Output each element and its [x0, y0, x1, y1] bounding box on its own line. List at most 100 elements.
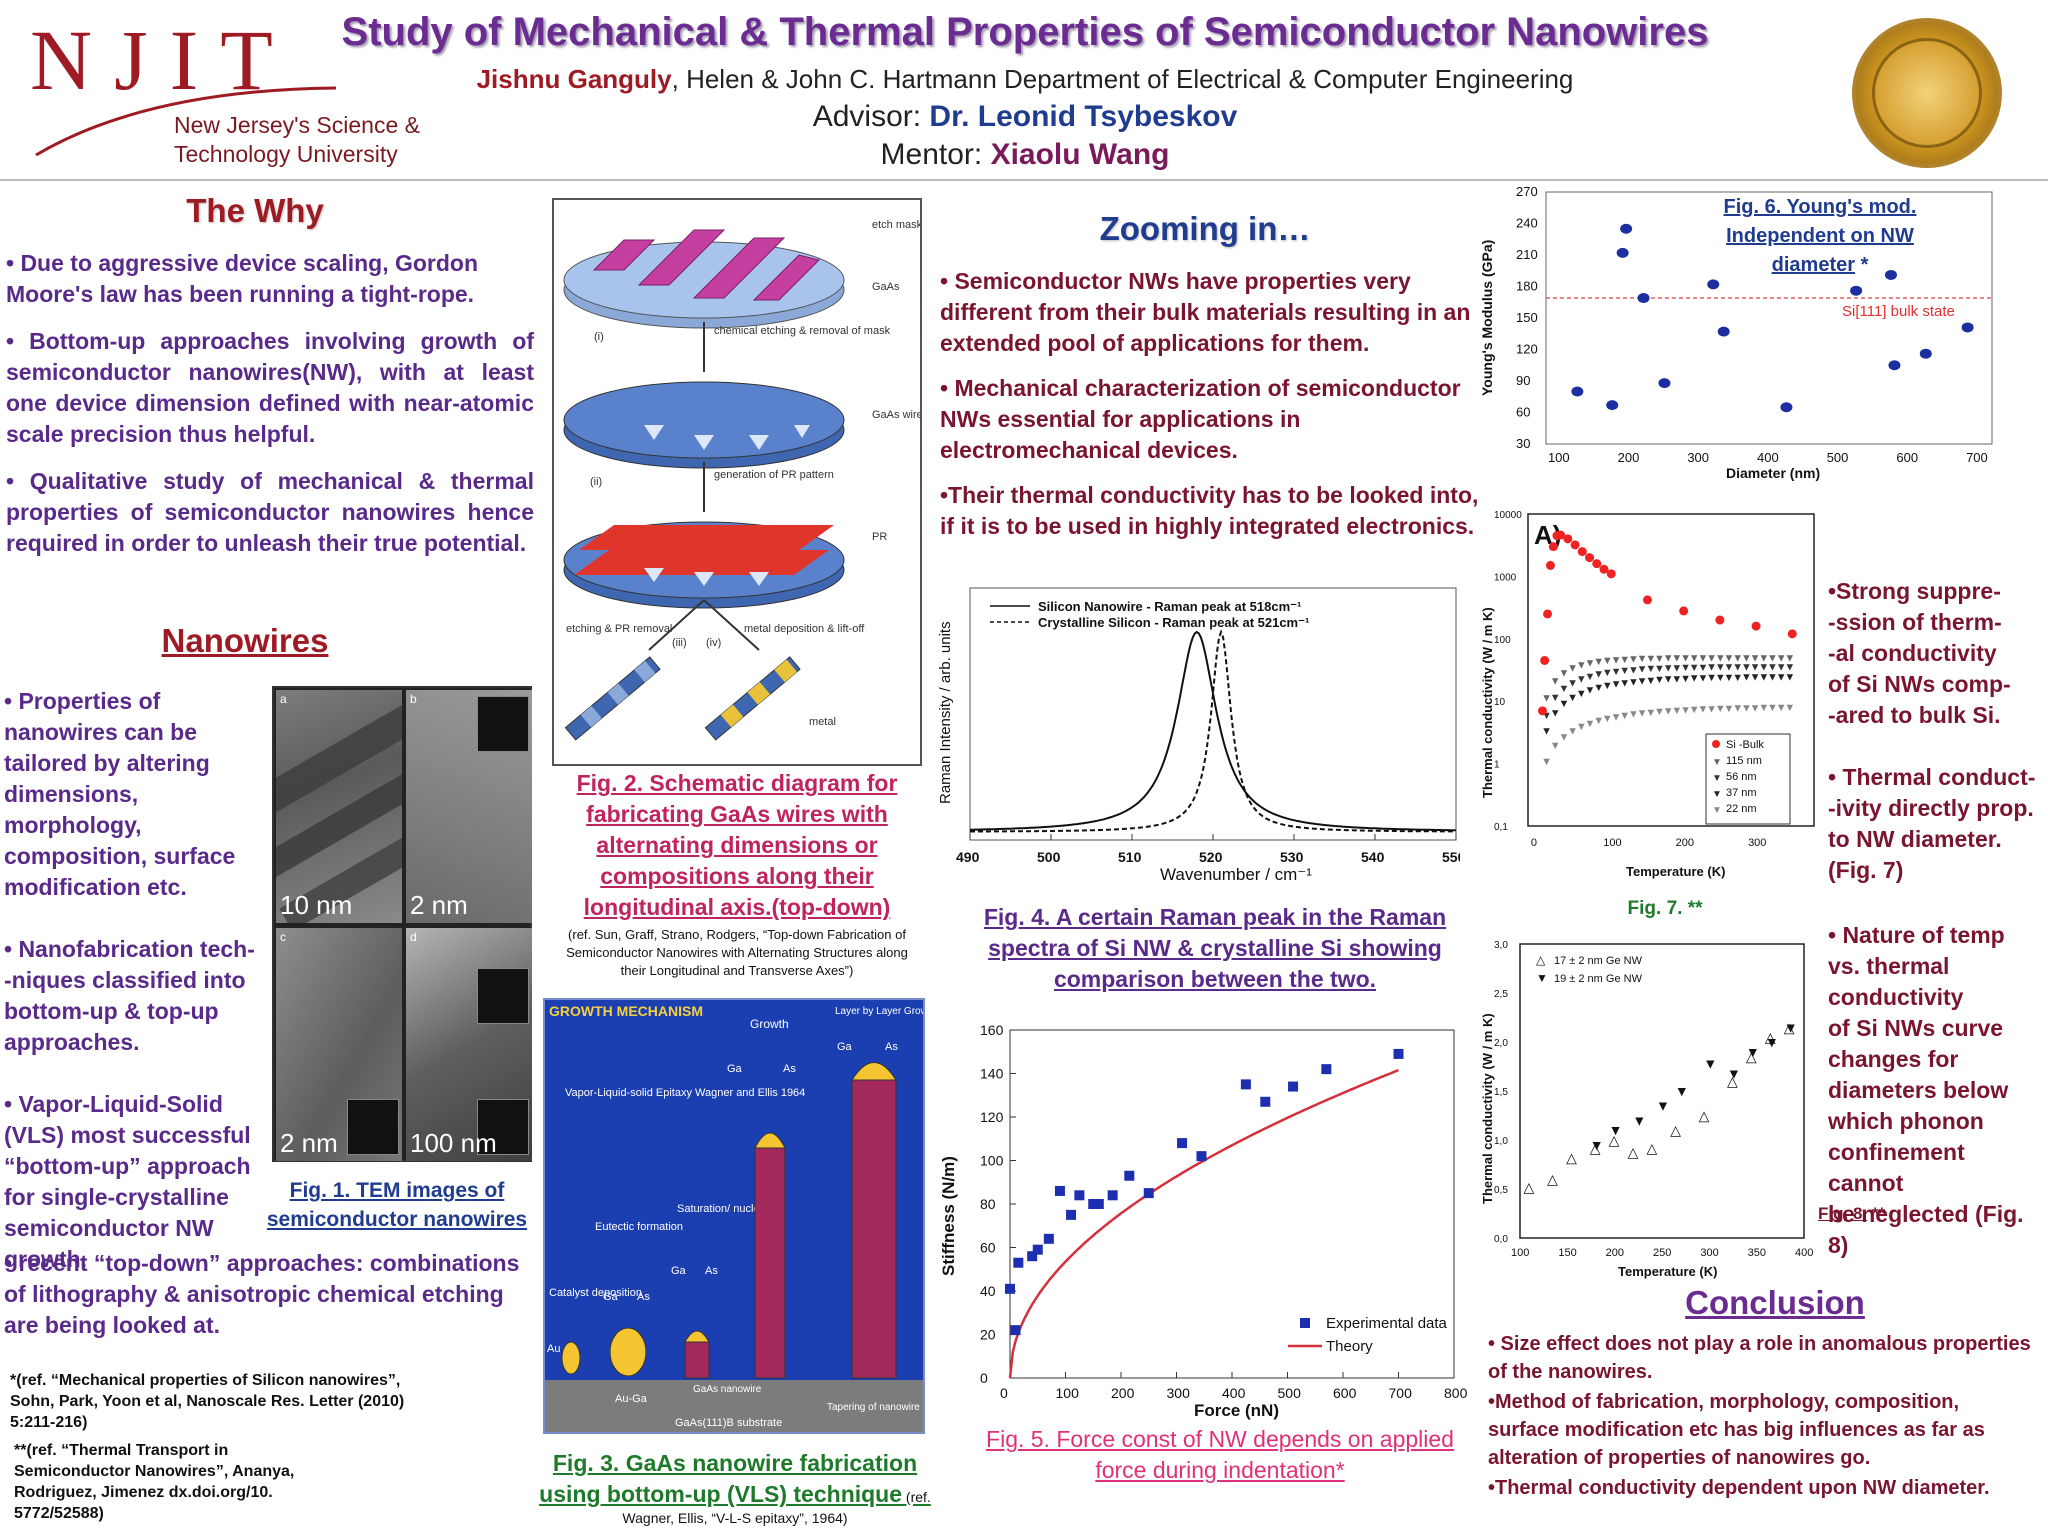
fig8-data-point: △: [1670, 1122, 1681, 1138]
fig8-data-point: △: [1699, 1108, 1710, 1124]
stiffness-force-chart: 0 100 200 300 400 500 600 700 800 0 20 40 60 80 100 120…: [939, 1022, 1468, 1420]
fig6-data-point: [1707, 279, 1720, 290]
fig8-data-point: ▼: [1609, 1122, 1623, 1138]
fig7-text: •Strong suppre- -ssion of therm- -al con…: [1828, 578, 2036, 883]
tem-label: d: [410, 930, 417, 944]
zoom-list: • Semiconductor NWs have properties very…: [940, 266, 1488, 556]
author-line: Jishnu Ganguly, Helen & John C. Hartmann…: [300, 64, 1750, 95]
fig7-nw-point: ▼: [1758, 661, 1769, 673]
fig4-series-line: [970, 630, 1457, 832]
fig7-nw-point: ▼: [1550, 740, 1561, 752]
fig7-nw-point: ▼: [1741, 661, 1752, 673]
author-name: Jishnu Ganguly: [476, 64, 672, 94]
fig7-nw-point: ▼: [1697, 653, 1708, 665]
fig7-nw-point: ▼: [1715, 672, 1726, 684]
fig7-nw-point: ▼: [1724, 652, 1735, 664]
label-step-i-num: (i): [594, 331, 604, 343]
fig7-x-tick-label: 100: [1603, 837, 1621, 849]
fig5-y-tick-label: 40: [980, 1283, 996, 1299]
fig7-nw-point: ▼: [1697, 672, 1708, 684]
fig6-y-tick-label: 270: [1516, 186, 1538, 199]
fig4-frame: [969, 587, 1457, 841]
fig7-x-tick-label: 300: [1748, 837, 1766, 849]
fig4-legend-2: Crystalline Silicon - Raman peak at 521c…: [1038, 615, 1309, 630]
fig8-y-tick-label: 1,5: [1494, 1087, 1508, 1098]
fig7-y-tick-label: 1000: [1494, 572, 1517, 583]
fig5-x-tick-label: 700: [1389, 1385, 1413, 1401]
fig8-data-point: △: [1547, 1171, 1558, 1187]
fig5-legend-points: Experimental data: [1326, 1315, 1448, 1332]
fig7-nw-point: ▼: [1550, 692, 1561, 704]
fabrication-schematic: etch mask GaAs (i) chemical etching & re…: [563, 219, 923, 741]
fig7-nw-point: ▼: [1558, 731, 1569, 743]
fig7-legend-item: 37 nm: [1726, 787, 1757, 799]
fig7-bulk-point: [1540, 655, 1550, 665]
fig4-x-tick-label: 490: [956, 849, 980, 865]
fig8-data-point: △: [1523, 1179, 1534, 1195]
fig8-frame: [1519, 943, 1805, 1239]
fig5-data-point: [1093, 1199, 1104, 1209]
fig5-y-tick-label: 20: [980, 1327, 996, 1343]
fig7-nw-point: ▼: [1671, 705, 1682, 717]
fig4-x-tick-label: 510: [1118, 849, 1142, 865]
fig6-y-tick-label: 60: [1516, 405, 1530, 420]
fig7-nw-point: ▼: [1628, 709, 1639, 721]
njit-tagline-1: New Jersey's Science &: [174, 112, 420, 138]
zoom-heading: Zooming in…: [1099, 210, 1311, 247]
fig7-nw-point: ▼: [1637, 708, 1648, 720]
fig5-data-point: [1054, 1185, 1065, 1196]
fig8-data-point: △: [1628, 1144, 1639, 1160]
fig8-caption-text: Fig. 8.: [1818, 1204, 1868, 1223]
fig4-caption: Fig. 4. A certain Raman peak in the Rama…: [983, 904, 1447, 992]
nanowires-list: • Properties of nanowires can be tailore…: [4, 686, 270, 1306]
fig5-data-point: [1027, 1251, 1038, 1262]
fig3-tapering: Tapering of nanowire: [827, 1402, 920, 1413]
fig5-legend-marker: [1300, 1318, 1310, 1328]
nanowires-heading: Nanowires: [161, 622, 329, 659]
label-step-iv: (iv): [706, 637, 721, 649]
fig7-nw-point: ▼: [1758, 652, 1769, 664]
fig6-ylabel: Young's Modulus (GPa): [1479, 240, 1495, 396]
fig7-nw-point: ▼: [1585, 685, 1596, 697]
fig5-y-tick-label: 120: [980, 1109, 1004, 1125]
fig6-y-tick-label: 210: [1516, 247, 1538, 262]
fig5-y-tick-label: 0: [980, 1370, 988, 1386]
fig7-nw-point: ▼: [1567, 663, 1578, 675]
fig7-nw-point: ▼: [1541, 756, 1552, 768]
fig3-as-4: As: [885, 1041, 898, 1053]
fig7-bulk-point: [1592, 559, 1602, 569]
conclusion-item: •Method of fabrication, morphology, comp…: [1488, 1391, 1985, 1469]
fig5-data-point: [1288, 1081, 1299, 1092]
fig7-nw-point: ▼: [1776, 661, 1787, 673]
fig7-nw-point: ▼: [1724, 672, 1735, 684]
mentor-label: Mentor:: [880, 138, 991, 171]
fig6-data-point: [1571, 386, 1584, 397]
fig7-nw-point: ▼: [1680, 704, 1691, 716]
fig6-y-tick-label: 90: [1516, 373, 1530, 388]
fig7-nw-point: ▼: [1619, 677, 1630, 689]
fig7-nw-point: ▼: [1671, 653, 1682, 665]
fig3-vls-epitaxy: Vapor-Liquid-solid Epitaxy Wagner and El…: [565, 1087, 805, 1099]
fig7-x-tick-label: 0: [1531, 837, 1537, 849]
fig7-nw-point: ▼: [1654, 663, 1665, 675]
diffraction-inset: [347, 1099, 399, 1155]
fig3-au: Au: [547, 1343, 560, 1355]
tem-images-figure: a 10 nm b 2 nm c 2 nm d 100 nm: [272, 686, 532, 1162]
fig7-nw-point: ▼: [1567, 677, 1578, 689]
fig8-data-point: ▼: [1784, 1019, 1798, 1035]
fig7-nw-point: ▼: [1637, 664, 1648, 676]
fig7-bulk-point: [1556, 530, 1566, 540]
why-heading: The Why: [186, 192, 324, 229]
fig7-nw-point: ▼: [1593, 682, 1604, 694]
seal-inner: [1872, 38, 1982, 148]
why-item: • Due to aggressive device scaling, Gord…: [6, 250, 479, 307]
fig7-y-tick-label: 0,1: [1494, 822, 1508, 833]
fig7-bulk-point: [1751, 621, 1761, 631]
fig7-nw-point: ▼: [1576, 721, 1587, 733]
fig8-legend-marker: △: [1536, 953, 1546, 967]
why-list: • Due to aggressive device scaling, Gord…: [6, 248, 534, 575]
fig6-frame: [1545, 191, 1993, 445]
fig7-nw-point: ▼: [1637, 676, 1648, 688]
fig3-caption-ref: (ref.: [902, 1489, 931, 1505]
fig7-nw-point: ▼: [1567, 692, 1578, 704]
